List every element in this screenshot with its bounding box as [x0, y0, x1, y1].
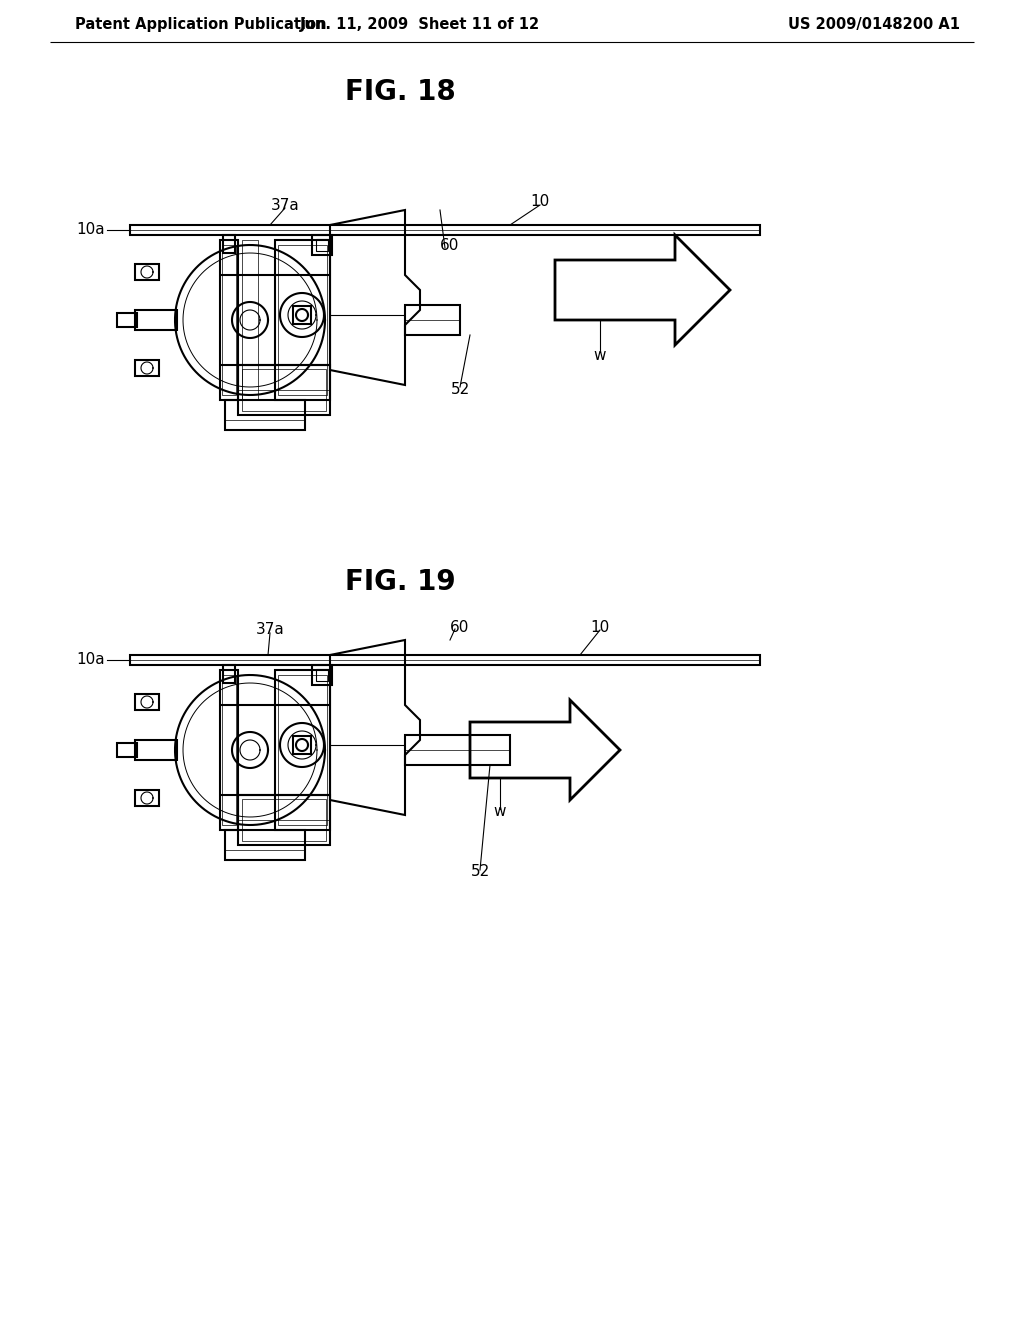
Bar — [222, 246, 236, 395]
Text: 60: 60 — [450, 619, 469, 635]
Text: 52: 52 — [470, 865, 489, 879]
Bar — [225, 400, 305, 430]
Bar — [293, 737, 311, 754]
Bar — [223, 235, 234, 253]
Bar — [238, 795, 330, 845]
Bar — [242, 370, 326, 411]
Bar — [117, 313, 137, 327]
Bar — [117, 743, 137, 756]
Bar — [135, 741, 177, 760]
Bar — [220, 240, 238, 400]
Bar — [130, 224, 760, 235]
Text: FIG. 19: FIG. 19 — [345, 568, 456, 597]
Text: Jun. 11, 2009  Sheet 11 of 12: Jun. 11, 2009 Sheet 11 of 12 — [300, 16, 540, 32]
Bar — [135, 264, 159, 280]
Text: w: w — [594, 347, 606, 363]
Text: Patent Application Publication: Patent Application Publication — [75, 16, 327, 32]
Text: 10: 10 — [590, 619, 609, 635]
Text: 10: 10 — [530, 194, 549, 210]
Bar — [242, 240, 258, 400]
Bar — [225, 830, 305, 861]
Bar — [312, 235, 332, 255]
Bar — [312, 665, 332, 685]
Text: 52: 52 — [451, 383, 470, 397]
Bar — [135, 310, 177, 330]
Bar — [238, 366, 330, 414]
Bar — [135, 694, 159, 710]
Bar — [406, 735, 510, 766]
Bar — [316, 669, 328, 681]
Text: 60: 60 — [440, 238, 460, 252]
Text: FIG. 18: FIG. 18 — [345, 78, 456, 106]
Bar — [135, 360, 159, 376]
Bar — [275, 671, 330, 830]
Bar — [223, 665, 234, 682]
Text: US 2009/0148200 A1: US 2009/0148200 A1 — [788, 16, 961, 32]
Bar — [275, 240, 330, 400]
Bar — [130, 655, 760, 665]
Bar — [220, 671, 238, 830]
Bar — [242, 799, 326, 841]
Bar — [278, 675, 327, 825]
Text: 37a: 37a — [270, 198, 299, 213]
Text: 10a: 10a — [77, 223, 105, 238]
Bar — [406, 305, 460, 335]
Text: 37a: 37a — [256, 623, 285, 638]
Bar — [278, 246, 327, 395]
Bar — [222, 675, 236, 825]
Bar — [135, 789, 159, 807]
Bar — [293, 306, 311, 323]
Bar — [316, 239, 328, 251]
Text: w: w — [494, 804, 506, 820]
Text: 10a: 10a — [77, 652, 105, 668]
